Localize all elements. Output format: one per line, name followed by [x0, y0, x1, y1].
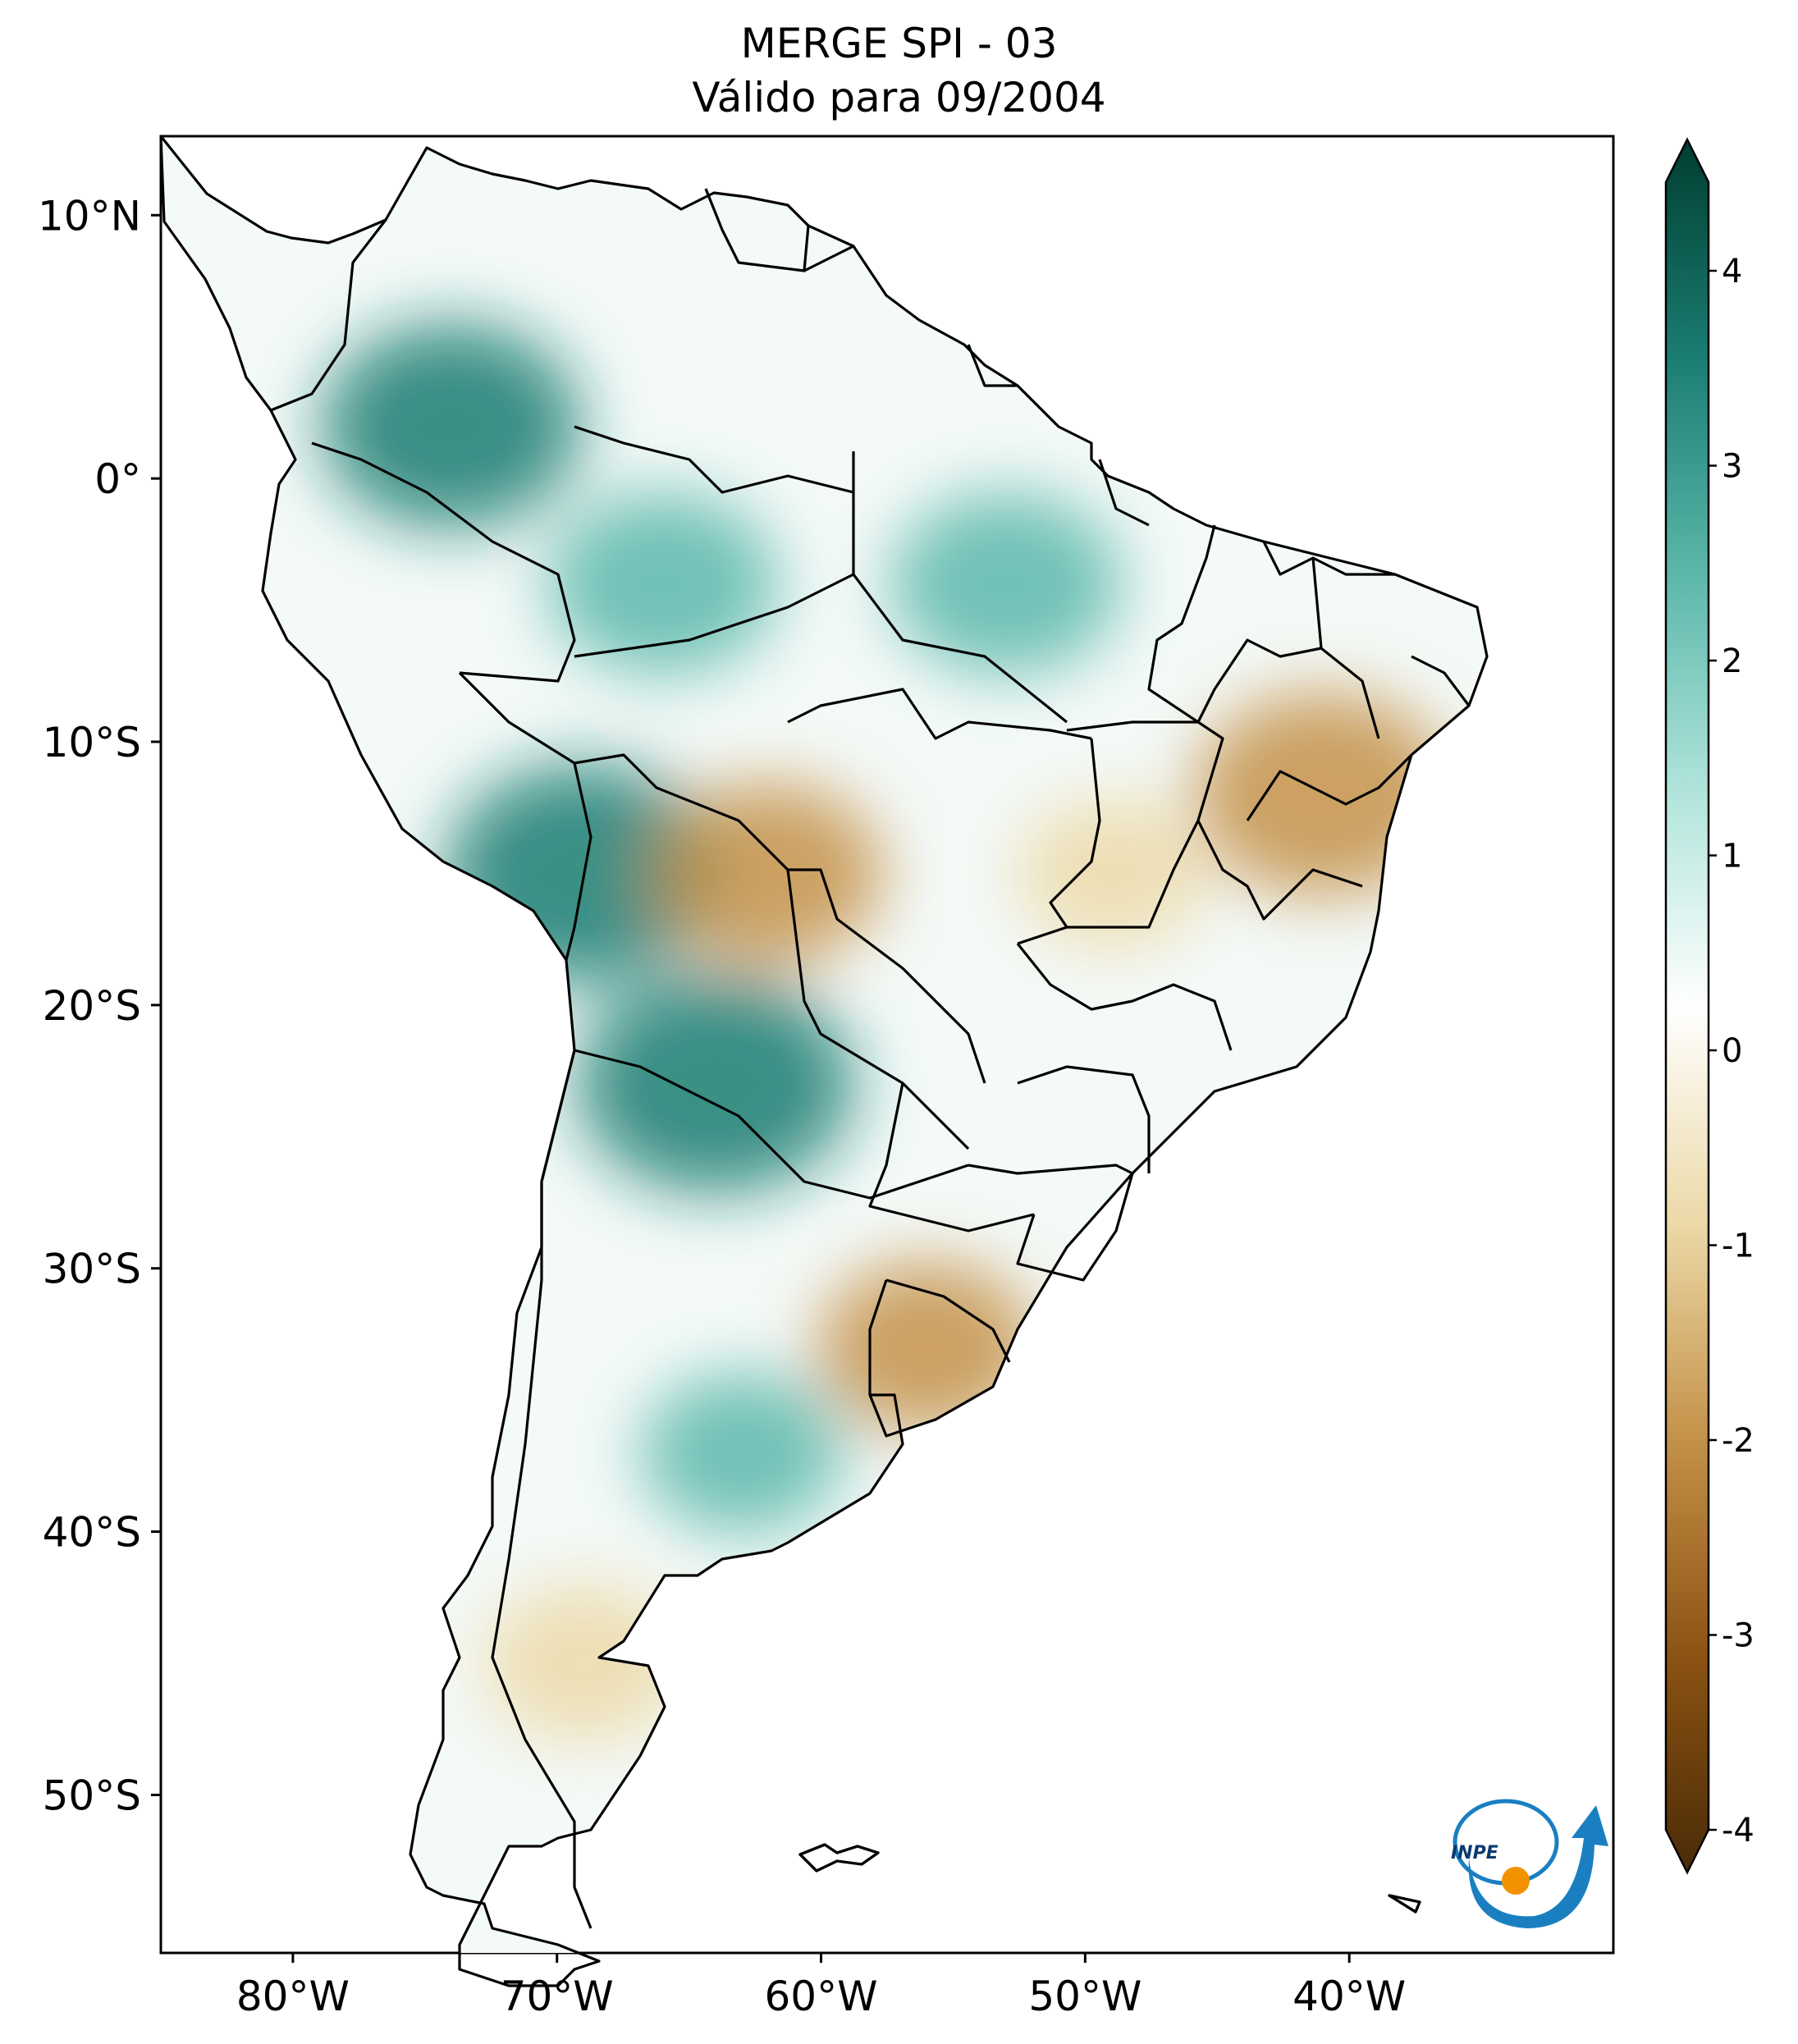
colorbar-tick-label: 0 — [1722, 1032, 1742, 1070]
colorbar-tick-label: 1 — [1722, 838, 1742, 876]
anomaly-argentina-north-wet — [577, 974, 853, 1194]
inpe-logo: INPE — [1451, 1799, 1608, 1928]
latitude-axis: 10°N 0° 10°S 20°S 30°S 40°S 50°S — [38, 192, 161, 1819]
map-title: MERGE SPI - 03 — [740, 20, 1058, 67]
lat-tick-label: 40°S — [43, 1509, 141, 1557]
colorbar-ticks: 4 3 2 1 0 -1 -2 -3 -4 — [1709, 253, 1755, 1850]
anomaly-colombia-wet — [322, 322, 581, 528]
lon-tick-label: 40°W — [1292, 1973, 1406, 2020]
anomaly-mato-grosso-dry — [653, 782, 884, 965]
colorbar-tick-label: 2 — [1722, 642, 1742, 680]
colorbar-tick-label: -3 — [1722, 1617, 1755, 1655]
colorbar-tick-label: -4 — [1722, 1812, 1755, 1850]
colorbar-tick-label: 3 — [1722, 448, 1742, 486]
lat-tick-label: 0° — [94, 455, 141, 503]
lon-tick-label: 80°W — [236, 1973, 350, 2020]
lat-tick-label: 10°N — [38, 192, 141, 240]
anomaly-para-wet — [890, 492, 1121, 675]
islands — [798, 1843, 1421, 1914]
lat-tick-label: 10°S — [43, 719, 141, 766]
colorbar-bar — [1664, 137, 1710, 1875]
longitude-axis: 80°W 70°W 60°W 50°W 40°W — [236, 1953, 1406, 2020]
anomaly-amazon-wet — [547, 492, 778, 675]
map-subtitle: Válido para 09/2004 — [692, 74, 1106, 121]
colorbar-tick-label: 4 — [1722, 253, 1742, 290]
colorbar: 4 3 2 1 0 -1 -2 -3 -4 — [1664, 137, 1755, 1875]
inpe-logo-text: INPE — [1451, 1843, 1498, 1863]
lon-tick-label: 60°W — [765, 1973, 878, 2020]
lat-tick-label: 30°S — [43, 1246, 141, 1293]
anomaly-goias-dry — [1017, 798, 1207, 949]
colorbar-tick-label: -1 — [1722, 1228, 1755, 1265]
anomaly-patagonia-wet — [641, 1373, 843, 1533]
lon-tick-label: 50°W — [1028, 1973, 1141, 2020]
lat-tick-label: 20°S — [43, 982, 141, 1030]
internal-borders — [270, 188, 1471, 1929]
anomaly-uruguay-dry — [817, 1260, 1036, 1434]
colorbar-tick-label: -2 — [1722, 1422, 1755, 1460]
lon-tick-label: 70°W — [501, 1973, 614, 2020]
lat-tick-label: 50°S — [43, 1772, 141, 1819]
